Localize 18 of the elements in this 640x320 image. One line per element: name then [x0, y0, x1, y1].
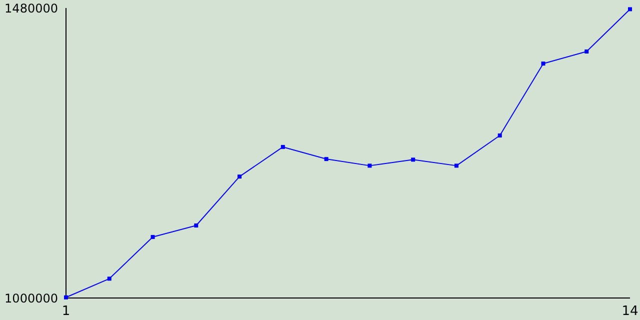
- point: [150, 234, 155, 239]
- x-tick-label: 1: [62, 304, 70, 320]
- point: [107, 276, 112, 281]
- x-tick-label: 14: [622, 304, 638, 320]
- point: [628, 7, 632, 12]
- point: [541, 62, 546, 66]
- point: [238, 174, 242, 179]
- point: [584, 50, 589, 54]
- point: [324, 157, 328, 162]
- point: [411, 158, 416, 162]
- point: [498, 133, 502, 138]
- point: [194, 224, 198, 228]
- point: [64, 295, 68, 300]
- y-tick-label: 1480000: [4, 1, 58, 16]
- point: [454, 164, 458, 168]
- point: [368, 164, 372, 168]
- y-tick-label: 1000000: [4, 291, 58, 306]
- point: [280, 144, 285, 149]
